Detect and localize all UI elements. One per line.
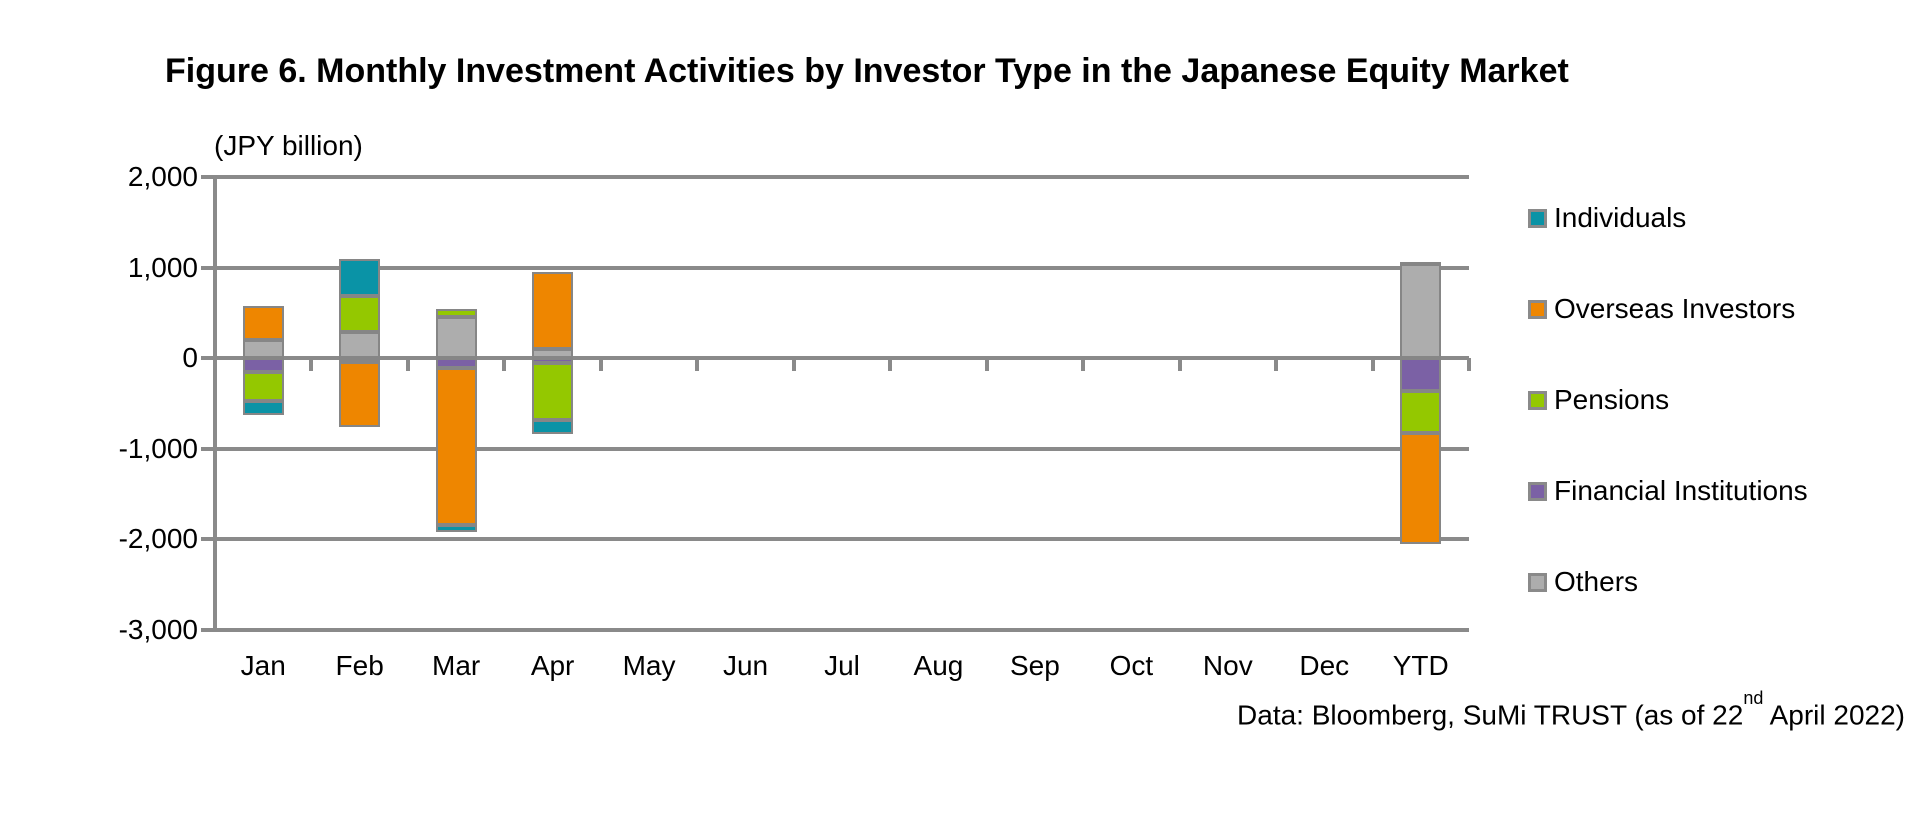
gridline [215, 446, 1469, 451]
y-axis-label: -3,000 [118, 613, 198, 645]
bar-segment-others-ytd [1400, 263, 1442, 358]
x-axis-label: Jan [240, 650, 286, 681]
x-axis-tick [888, 358, 893, 371]
x-axis-label: Jun [722, 650, 769, 681]
gridline [215, 175, 1469, 179]
x-axis-label: Oct [1109, 650, 1154, 681]
bar-segment-pensions-feb [339, 296, 381, 332]
x-axis-tick [405, 358, 410, 371]
legend-swatch-icon [1528, 208, 1547, 228]
x-axis-tick [598, 358, 603, 371]
legend-item: Overseas Investors [1528, 293, 1795, 325]
y-axis-tick [201, 627, 215, 632]
y-axis-line [213, 175, 217, 632]
source-note: Data: Bloomberg, SuMi TRUST (as of 22nd … [1237, 688, 1905, 731]
legend-label: Individuals [1554, 202, 1687, 233]
bar-segment-individuals-jan [242, 400, 284, 415]
bar-segment-others-jan [242, 339, 284, 358]
bar-segment-overseas-investors-apr [532, 272, 574, 349]
bar-segment-individuals-mar [435, 524, 477, 532]
bar-segment-overseas-investors-feb [339, 361, 381, 427]
y-axis-label: -2,000 [118, 523, 198, 554]
x-axis-tick [1177, 358, 1182, 371]
bar-segment-others-feb [339, 331, 381, 358]
x-axis-label: Nov [1202, 650, 1253, 681]
bar-segment-pensions-apr [532, 363, 574, 421]
source-superscript: nd [1743, 688, 1764, 708]
legend-label: Others [1554, 566, 1639, 597]
legend-swatch-icon [1528, 299, 1547, 319]
legend-label: Financial Institutions [1554, 475, 1808, 506]
y-axis-label: 2,000 [127, 161, 198, 192]
bar-segment-pensions-mar [435, 309, 477, 318]
gridline [215, 356, 1469, 360]
legend-item: Financial Institutions [1528, 475, 1808, 507]
bar-segment-individuals-ytd [1400, 262, 1442, 267]
y-axis-tick [201, 356, 215, 360]
y-axis-tick [201, 265, 215, 270]
y-axis-label: -1,000 [118, 432, 198, 464]
bar-segment-overseas-investors-jan [242, 306, 284, 340]
x-axis-tick [1274, 358, 1279, 371]
source-text-suffix: April 2022) [1763, 699, 1905, 731]
legend-label: Pensions [1554, 384, 1670, 415]
legend-swatch-icon [1528, 572, 1547, 592]
x-axis-tick [309, 358, 314, 371]
source-text-prefix: Data: Bloomberg, SuMi TRUST (as of 22 [1237, 699, 1744, 731]
gridline [215, 537, 1469, 541]
x-axis-label: Mar [432, 650, 481, 681]
legend-label: Overseas Investors [1554, 293, 1796, 324]
x-axis-tick [1466, 358, 1471, 371]
x-axis-label: Apr [530, 650, 575, 681]
legend-item: Others [1528, 566, 1638, 598]
legend-item: Pensions [1528, 384, 1669, 416]
x-axis-tick [1370, 358, 1375, 371]
legend-swatch-icon [1528, 481, 1547, 501]
bar-segment-financial-institutions-feb [339, 358, 381, 362]
x-axis-label: Feb [335, 650, 384, 681]
bar-segment-individuals-apr [532, 420, 574, 434]
x-axis-label: Jul [824, 650, 860, 681]
y-axis-tick [201, 175, 215, 179]
y-axis-tick [201, 537, 215, 541]
bar-segment-others-mar [435, 317, 477, 358]
figure-title: Figure 6. Monthly Investment Activities … [165, 52, 1569, 90]
y-axis-label: 1,000 [127, 251, 198, 283]
bar-segment-financial-institutions-jan [242, 358, 284, 372]
x-axis-label: Aug [913, 650, 964, 681]
gridline [215, 265, 1469, 270]
y-axis-tick [201, 446, 215, 451]
x-axis-tick [984, 358, 989, 371]
legend-item: Individuals [1528, 202, 1686, 234]
x-axis-tick [791, 358, 796, 371]
x-axis-label: YTD [1392, 650, 1449, 681]
x-axis-label: May [622, 650, 676, 681]
x-axis-tick [502, 358, 507, 371]
bar-segment-financial-institutions-mar [435, 358, 477, 368]
legend-swatch-icon [1528, 390, 1547, 410]
bar-segment-overseas-investors-ytd [1400, 433, 1442, 545]
bar-segment-individuals-feb [339, 259, 381, 297]
x-axis-label: Dec [1299, 650, 1350, 681]
bar-segment-pensions-jan [242, 371, 284, 401]
y-axis-unit-label: (JPY billion) [214, 130, 363, 161]
bar-segment-pensions-ytd [1400, 390, 1442, 434]
bar-segment-others-apr [532, 348, 574, 358]
x-axis-tick [1081, 358, 1086, 371]
bar-segment-financial-institutions-ytd [1400, 358, 1442, 391]
x-axis-label: Sep [1009, 650, 1060, 681]
bar-segment-overseas-investors-mar [435, 367, 477, 525]
bar-segment-financial-institutions-apr [532, 358, 574, 364]
gridline [215, 627, 1469, 632]
y-axis-label: 0 [182, 342, 198, 373]
x-axis-tick [695, 358, 700, 371]
